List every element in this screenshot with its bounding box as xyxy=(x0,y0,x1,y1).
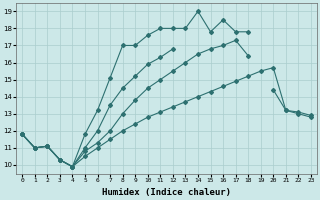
X-axis label: Humidex (Indice chaleur): Humidex (Indice chaleur) xyxy=(102,188,231,197)
